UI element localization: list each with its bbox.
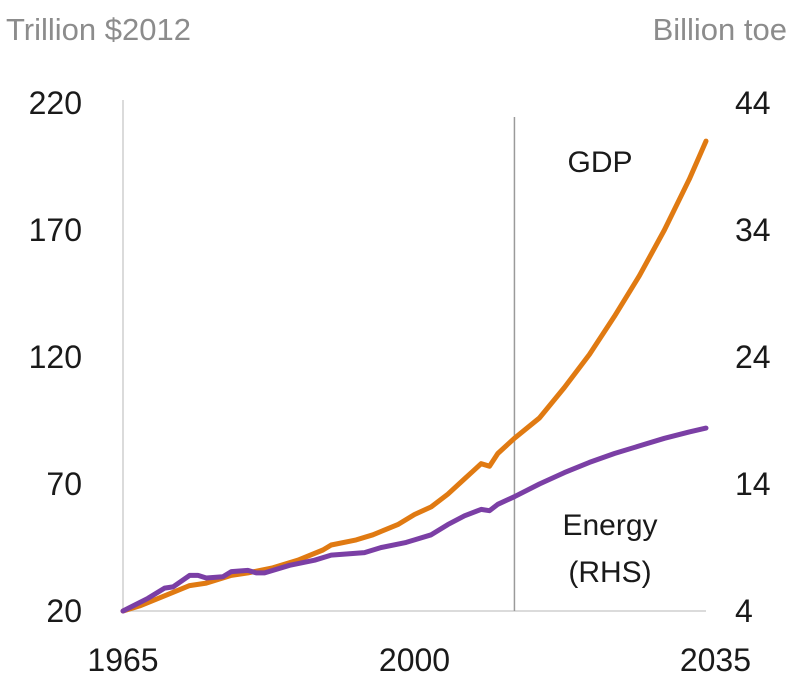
gdp-series-line xyxy=(120,138,709,614)
series-lines xyxy=(120,138,709,614)
x-tick-label: 2035 xyxy=(680,642,751,678)
left-y-tick-label: 70 xyxy=(46,466,82,502)
energy-series-label: Energy xyxy=(562,509,657,542)
energy-series-line xyxy=(120,425,709,614)
left-y-tick-label: 20 xyxy=(46,593,82,629)
left-axis-unit-label: Trillion $2012 xyxy=(6,12,191,47)
right-y-tick-label: 34 xyxy=(735,212,771,248)
right-y-tick-labels: 44 34 24 14 4 xyxy=(735,85,771,629)
gdp-series-label: GDP xyxy=(567,146,632,179)
energy-series-label-rhs: (RHS) xyxy=(568,556,651,589)
x-tick-label: 1965 xyxy=(87,642,158,678)
right-axis-unit-label: Billion toe xyxy=(653,12,787,47)
x-tick-label: 2000 xyxy=(379,642,450,678)
right-y-tick-label: 14 xyxy=(735,466,771,502)
right-y-tick-label: 44 xyxy=(735,85,771,121)
left-y-tick-label: 170 xyxy=(29,212,82,248)
left-y-tick-labels: 220 170 120 70 20 xyxy=(29,85,82,629)
left-y-tick-label: 220 xyxy=(29,85,82,121)
right-y-tick-label: 24 xyxy=(735,339,771,375)
x-tick-labels: 1965 2000 2035 xyxy=(87,642,751,678)
left-y-tick-label: 120 xyxy=(29,339,82,375)
right-y-tick-label: 4 xyxy=(735,593,753,629)
